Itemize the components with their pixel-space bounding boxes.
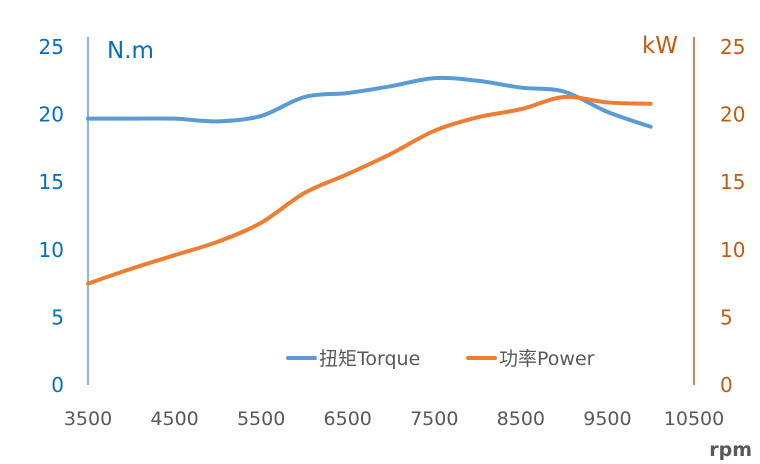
left-tick-label: 20 (39, 103, 64, 127)
right-tick-label: 5 (720, 305, 733, 329)
x-tick-label: 3500 (64, 408, 112, 430)
x-tick-label: 4500 (150, 408, 198, 430)
right-tick-label: 25 (720, 35, 745, 59)
left-axis-label: N.m (107, 38, 154, 64)
right-tick-label: 10 (720, 238, 745, 262)
legend-label: 功率Power (499, 348, 595, 370)
left-tick-label: 15 (39, 170, 64, 194)
x-tick-label: 8500 (497, 408, 545, 430)
series-line-power (86, 94, 653, 286)
left-tick-label: 25 (39, 35, 64, 59)
series-line-torque (86, 75, 653, 129)
left-tick-label: 5 (51, 305, 64, 329)
left-tick-label: 0 (51, 373, 64, 397)
x-tick-label: 6500 (324, 408, 372, 430)
right-tick-label: 0 (720, 373, 733, 397)
right-axis-label: kW (642, 33, 678, 59)
x-axis-label: rpm (709, 439, 752, 461)
x-tick-label: 9500 (583, 408, 631, 430)
x-tick-label: 7500 (410, 408, 458, 430)
x-tick-label: 5500 (237, 408, 285, 430)
legend-label: 扭矩Torque (319, 348, 420, 370)
x-tick-label: 10500 (664, 408, 724, 430)
left-tick-label: 10 (39, 238, 64, 262)
right-tick-label: 20 (720, 103, 745, 127)
right-tick-label: 15 (720, 170, 745, 194)
